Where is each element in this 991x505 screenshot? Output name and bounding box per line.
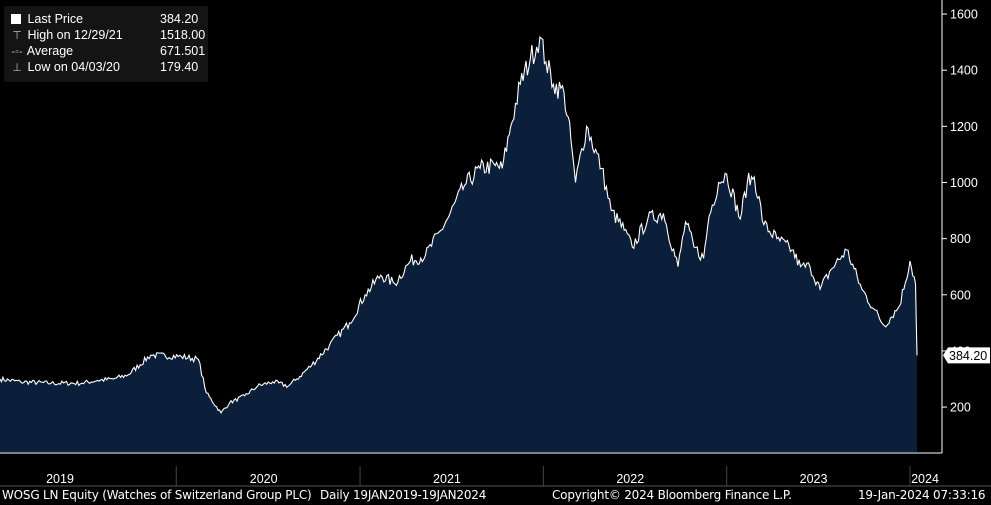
x-tick-label: 2021 [433, 472, 461, 486]
legend-box: Last Price 384.20 ⊤ High on 12/29/21 151… [4, 6, 208, 82]
x-tick-label: 2023 [800, 472, 828, 486]
x-tick-label: 2024 [911, 472, 939, 486]
legend-value: 384.20 [160, 12, 199, 26]
footer-timestamp: 19-Jan-2024 07:33:16 [858, 488, 986, 502]
footer-copyright: Copyright© 2024 Bloomberg Finance L.P. [552, 488, 792, 502]
square-icon [11, 14, 21, 24]
legend-value: 671.501 [160, 44, 206, 58]
legend-value: 179.40 [160, 60, 199, 74]
y-tick-label: 800 [950, 232, 971, 246]
y-tick-label: 1400 [950, 64, 978, 78]
footer-range: Daily 19JAN2019-19JAN2024 [320, 488, 487, 502]
legend-row-high: ⊤ High on 12/29/21 1518.00 [10, 27, 205, 43]
legend-label: Low on 04/03/20 [27, 60, 120, 74]
legend-row-average: -◦- Average 671.501 [10, 43, 205, 59]
y-tick-label: 200 [950, 401, 971, 415]
legend-label: Average [26, 44, 74, 58]
x-tick-label: 2020 [250, 472, 278, 486]
average-marker-icon: -◦- [11, 46, 23, 58]
y-tick-label: 600 [950, 288, 971, 302]
y-tick-label: 1000 [950, 176, 978, 190]
footer-ticker: WOSG LN Equity (Watches of Switzerland G… [2, 488, 312, 502]
legend-label: Last Price [27, 12, 84, 26]
y-tick-label: 1600 [950, 8, 978, 22]
price-area [0, 37, 917, 452]
last-price-tag [943, 347, 990, 364]
legend-label: High on 12/29/21 [27, 28, 123, 42]
legend-row-low: ⊥ Low on 04/03/20 179.40 [10, 59, 198, 75]
x-tick-label: 2022 [616, 472, 644, 486]
legend-value: 1518.00 [160, 28, 206, 42]
x-tick-label: 2019 [46, 472, 74, 486]
legend-row-last-price: Last Price 384.20 [10, 11, 198, 27]
y-tick-label: 1200 [950, 120, 978, 134]
price-line [0, 35, 918, 415]
last-price-label: 384.20 [949, 349, 987, 363]
low-marker-icon: ⊥ [12, 62, 22, 74]
high-marker-icon: ⊤ [12, 30, 22, 42]
